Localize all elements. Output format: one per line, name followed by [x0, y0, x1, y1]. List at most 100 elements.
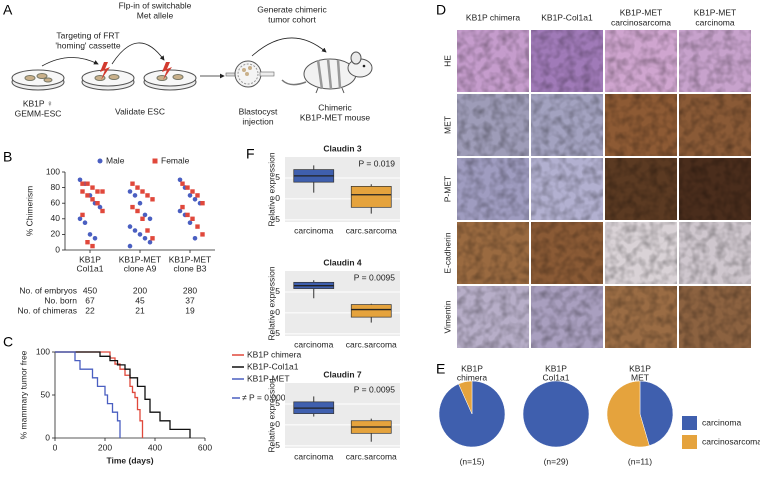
arrow: [41, 57, 99, 67]
legend-swatch: [682, 435, 697, 449]
stage-label: GEMM-ESC: [15, 108, 62, 118]
y-tick-label: 0: [275, 419, 280, 429]
stage-label: Blastocyst: [239, 106, 278, 116]
micrograph-texture: [457, 286, 529, 348]
point: [142, 212, 148, 218]
point: [77, 216, 83, 222]
point: [97, 204, 103, 210]
legend-label: Female: [161, 155, 190, 165]
micrograph-texture: [531, 222, 603, 284]
point: [135, 185, 140, 190]
step-label: Generate chimeric: [257, 4, 327, 14]
micrograph-texture: [531, 94, 603, 156]
point: [177, 208, 183, 214]
panel-label: F: [246, 146, 255, 162]
table-cell: 200: [133, 285, 147, 295]
x-axis-label: Time (days): [106, 455, 153, 465]
point: [132, 193, 138, 198]
x-tick-label: carc.sarcoma: [346, 339, 397, 349]
mouse: [281, 51, 373, 94]
point: [95, 201, 100, 206]
pie-title: KB1P: [545, 363, 567, 373]
column-header: KB1P-MET: [620, 7, 663, 17]
box: [350, 186, 392, 208]
y-tick-label: 0: [275, 193, 280, 203]
table-row-label: No. of chimeras: [17, 305, 77, 315]
micrograph-texture: [457, 158, 529, 220]
column-header: KB1P-MET: [694, 7, 737, 17]
micrograph-texture: [605, 94, 677, 156]
micrograph-texture: [679, 94, 751, 156]
y-axis-label: % mammary tumor free: [18, 350, 28, 439]
y-axis-label: Relative expression: [266, 378, 276, 452]
stage-label: Validate ESC: [115, 106, 165, 116]
row-label: MET: [442, 116, 452, 134]
panel-label: C: [3, 334, 13, 350]
table-cell: 450: [83, 285, 97, 295]
point: [135, 208, 140, 214]
pie-slice: [639, 380, 674, 446]
pie-slice: [522, 380, 590, 448]
micrograph-texture: [531, 158, 603, 220]
x-tick-label: 0: [53, 442, 58, 452]
micrograph-texture: [605, 222, 677, 284]
column-header: KB1P chimera: [466, 12, 520, 22]
x-tick-label: carcinoma: [294, 451, 333, 461]
y-axis-label: % Chimerism: [24, 186, 34, 237]
table-cell: 67: [85, 295, 95, 305]
micrograph-texture: [679, 30, 751, 92]
panel-label: E: [436, 361, 445, 377]
box: [350, 304, 392, 318]
x-tick-label: KB1P-MET: [169, 254, 212, 264]
arrow: [111, 42, 165, 65]
stage-label: injection: [242, 116, 273, 126]
point: [100, 208, 105, 214]
pie-title: MET: [631, 372, 649, 382]
y-tick-label: 20: [51, 229, 61, 239]
point: [185, 212, 190, 218]
row-label: Vimentin: [442, 300, 452, 333]
pie-title: KB1P: [629, 363, 651, 373]
point: [100, 189, 105, 194]
step-label: 'homing' cassette: [55, 40, 120, 50]
chart-title: Claudin 3: [323, 143, 362, 153]
table-cell: 21: [135, 305, 145, 315]
column-header: carcinosarcoma: [611, 17, 671, 27]
row-label: P-MET: [442, 176, 452, 202]
chart-title: Claudin 7: [323, 369, 362, 379]
micrograph-texture: [457, 30, 529, 92]
table-cell: 19: [185, 305, 195, 315]
point: [130, 204, 135, 210]
point: [177, 177, 183, 183]
micrograph-texture: [457, 94, 529, 156]
point: [190, 216, 195, 221]
point: [150, 197, 155, 202]
point: [137, 232, 143, 237]
point: [150, 236, 155, 241]
micrograph-texture: [679, 158, 751, 220]
point: [127, 224, 133, 229]
y-tick-label: 0: [275, 307, 280, 317]
annotation: P = 0.019: [359, 158, 396, 168]
panel-label: D: [436, 2, 446, 18]
point: [187, 193, 193, 198]
chart-title: Claudin 4: [323, 257, 362, 267]
dish: [81, 62, 135, 91]
point: [85, 240, 90, 245]
point: [77, 177, 83, 183]
table-cell: 22: [85, 305, 95, 315]
point: [137, 200, 143, 206]
x-tick-label: clone B3: [173, 263, 206, 273]
table-row-label: No. born: [44, 295, 77, 305]
pie-slice: [458, 380, 473, 415]
y-tick-label: -5: [272, 328, 280, 338]
pie-title: Col1a1: [543, 372, 570, 382]
point: [90, 185, 95, 190]
y-tick-label: 100: [46, 166, 60, 176]
point: [87, 232, 93, 237]
micrograph-texture: [531, 30, 603, 92]
point: [140, 189, 145, 194]
point: [192, 236, 198, 241]
